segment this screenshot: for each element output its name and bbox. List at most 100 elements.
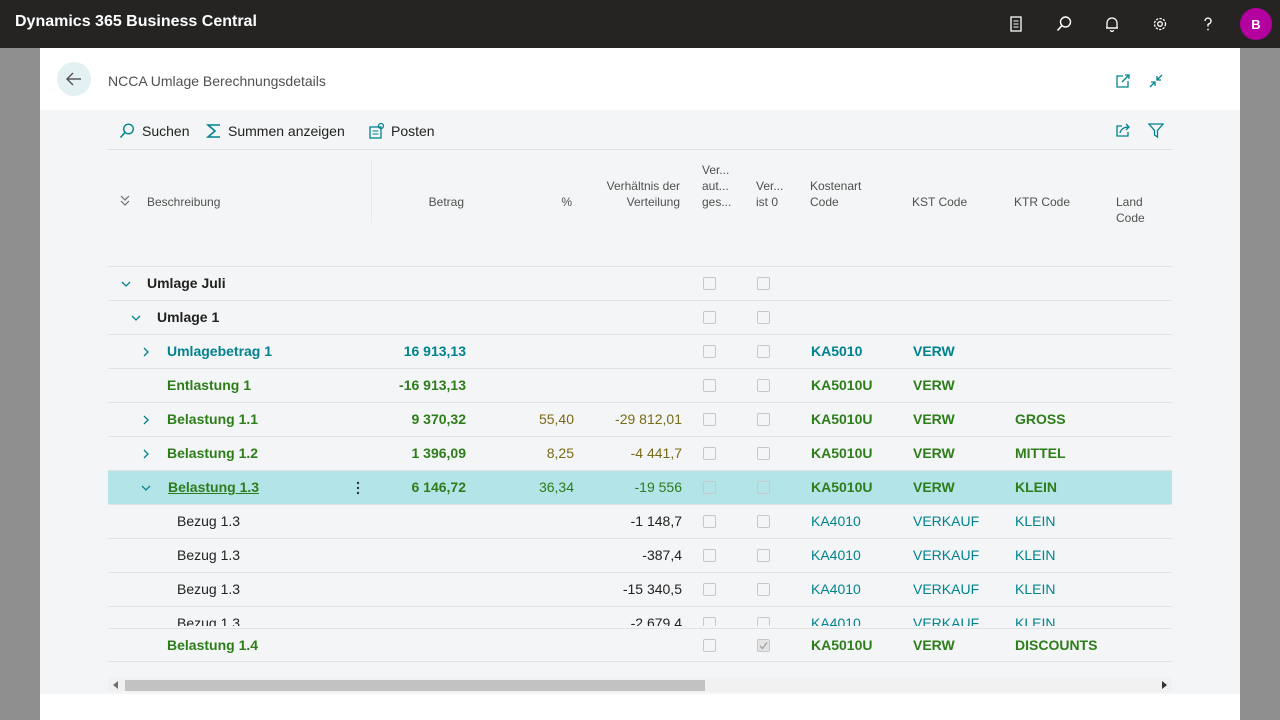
horizontal-scrollbar[interactable]	[108, 678, 1172, 692]
scroll-left-icon[interactable]	[111, 680, 121, 690]
avatar[interactable]: B	[1240, 8, 1272, 40]
row-cost-type[interactable]: KA4010	[811, 505, 861, 538]
auto-checkbox[interactable]	[703, 379, 716, 392]
row-cost-type[interactable]: KA5010U	[811, 471, 872, 504]
col-description[interactable]: Beschreibung	[147, 194, 220, 210]
search-action[interactable]: Suchen	[118, 121, 189, 141]
row-kst-code[interactable]: VERW	[913, 471, 955, 504]
table-row[interactable]: Umlagebetrag 1 16 913,13 KA5010 VERW	[108, 334, 1172, 368]
row-cost-type[interactable]: KA5010U	[811, 403, 872, 436]
row-description[interactable]: Belastung 1.1	[167, 403, 258, 436]
row-ratio[interactable]: -4 441,7	[586, 437, 682, 470]
gear-icon[interactable]	[1148, 12, 1172, 36]
auto-checkbox[interactable]	[703, 447, 716, 460]
row-kst-code[interactable]: VERKAUF	[913, 539, 979, 572]
row-cost-type[interactable]: KA5010U	[811, 369, 872, 402]
row-description[interactable]: Umlage Juli	[147, 267, 226, 300]
collapse-icon[interactable]	[1146, 71, 1166, 91]
row-cost-type[interactable]: KA5010U	[811, 437, 872, 470]
col-cost-type[interactable]: Kostenart Code	[810, 178, 861, 210]
row-description[interactable]: Belastung 1.3	[168, 471, 259, 504]
auto-checkbox[interactable]	[703, 549, 716, 562]
zero-checkbox[interactable]	[757, 379, 770, 392]
row-ktr-code[interactable]: KLEIN	[1015, 505, 1055, 538]
row-kst-code[interactable]: VERW	[913, 437, 955, 470]
col-amount[interactable]: Betrag	[408, 194, 464, 210]
scroll-right-icon[interactable]	[1159, 680, 1169, 690]
zero-checkbox[interactable]	[757, 481, 770, 494]
zero-checkbox[interactable]	[757, 617, 770, 626]
filter-icon[interactable]	[1146, 120, 1166, 140]
auto-checkbox[interactable]	[703, 277, 716, 290]
bell-icon[interactable]	[1100, 12, 1124, 36]
chevron-right-icon[interactable]	[138, 403, 154, 436]
auto-checkbox[interactable]	[703, 583, 716, 596]
row-ratio[interactable]: -29 812,01	[586, 403, 682, 436]
share-icon[interactable]	[1113, 120, 1133, 140]
zero-checkbox[interactable]	[757, 345, 770, 358]
back-button[interactable]	[57, 62, 91, 96]
zero-checkbox[interactable]	[757, 583, 770, 596]
zero-checkbox[interactable]	[757, 413, 770, 426]
chevron-right-icon[interactable]	[138, 437, 154, 470]
show-totals-action[interactable]: Summen anzeigen	[206, 121, 345, 141]
table-row[interactable]: Umlage 1	[108, 300, 1172, 334]
row-cost-type[interactable]: KA4010	[811, 607, 861, 626]
zero-checkbox[interactable]	[757, 447, 770, 460]
row-description[interactable]: Bezug 1.3	[177, 505, 240, 538]
row-ktr-code[interactable]: KLEIN	[1015, 471, 1057, 504]
row-ratio[interactable]: -2 679,4	[586, 607, 682, 626]
row-description[interactable]: Entlastung 1	[167, 369, 251, 402]
table-row[interactable]: Bezug 1.3 -15 340,5 KA4010 VERKAUF KLEIN	[108, 572, 1172, 606]
table-row[interactable]: Belastung 1.4 KA5010U VERW DISCOUNTS	[108, 628, 1172, 662]
open-new-window-icon[interactable]	[1113, 71, 1133, 91]
row-amount[interactable]: -16 913,13	[370, 369, 466, 402]
row-ktr-code[interactable]: KLEIN	[1015, 607, 1055, 626]
zero-checkbox-checked[interactable]	[757, 639, 770, 652]
zero-checkbox[interactable]	[757, 277, 770, 290]
row-amount[interactable]: 16 913,13	[370, 335, 466, 368]
zero-checkbox[interactable]	[757, 311, 770, 324]
row-kst-code[interactable]: VERW	[913, 335, 955, 368]
row-ktr-code[interactable]: DISCOUNTS	[1015, 629, 1097, 662]
chevron-down-icon[interactable]	[118, 267, 134, 300]
row-kst-code[interactable]: VERW	[913, 403, 955, 436]
auto-checkbox[interactable]	[703, 639, 716, 652]
row-amount[interactable]: 1 396,09	[370, 437, 466, 470]
row-ratio[interactable]: -15 340,5	[586, 573, 682, 606]
auto-checkbox[interactable]	[703, 413, 716, 426]
row-amount[interactable]: 9 370,32	[370, 403, 466, 436]
row-description[interactable]: Belastung 1.2	[167, 437, 258, 470]
col-ktr-code[interactable]: KTR Code	[1014, 194, 1070, 210]
row-kst-code[interactable]: VERKAUF	[913, 505, 979, 538]
row-ktr-code[interactable]: KLEIN	[1015, 539, 1055, 572]
search-icon[interactable]	[1052, 12, 1076, 36]
auto-checkbox[interactable]	[703, 481, 716, 494]
table-row[interactable]: Belastung 1.1 9 370,32 55,40 -29 812,01 …	[108, 402, 1172, 436]
auto-checkbox[interactable]	[703, 311, 716, 324]
table-row[interactable]: Bezug 1.3 -2 679,4 KA4010 VERKAUF KLEIN	[108, 606, 1172, 626]
row-cost-type[interactable]: KA5010U	[811, 629, 872, 662]
row-percent[interactable]: 55,40	[514, 403, 574, 436]
row-ratio[interactable]: -387,4	[586, 539, 682, 572]
row-ratio[interactable]: -19 556	[586, 471, 682, 504]
chevron-down-icon[interactable]	[138, 471, 154, 504]
collapse-all-icon[interactable]	[119, 194, 131, 212]
table-row[interactable]: Bezug 1.3 -1 148,7 KA4010 VERKAUF KLEIN	[108, 504, 1172, 538]
table-row[interactable]: Entlastung 1 -16 913,13 KA5010U VERW	[108, 368, 1172, 402]
row-description[interactable]: Umlagebetrag 1	[167, 335, 272, 368]
chevron-down-icon[interactable]	[128, 301, 144, 334]
row-kst-code[interactable]: VERKAUF	[913, 573, 979, 606]
row-ktr-code[interactable]: KLEIN	[1015, 573, 1055, 606]
col-ratio[interactable]: Verhältnis der Verteilung	[590, 178, 680, 210]
zero-checkbox[interactable]	[757, 515, 770, 528]
row-description[interactable]: Bezug 1.3	[177, 607, 240, 626]
zero-checkbox[interactable]	[757, 549, 770, 562]
chevron-right-icon[interactable]	[138, 335, 154, 368]
table-row[interactable]: Belastung 1.2 1 396,09 8,25 -4 441,7 KA5…	[108, 436, 1172, 470]
row-ktr-code[interactable]: GROSS	[1015, 403, 1066, 436]
auto-checkbox[interactable]	[703, 515, 716, 528]
row-description[interactable]: Umlage 1	[157, 301, 219, 334]
table-row-selected[interactable]: Belastung 1.3 6 146,72 36,34 -19 556 KA5…	[108, 470, 1172, 504]
row-kst-code[interactable]: VERW	[913, 369, 955, 402]
